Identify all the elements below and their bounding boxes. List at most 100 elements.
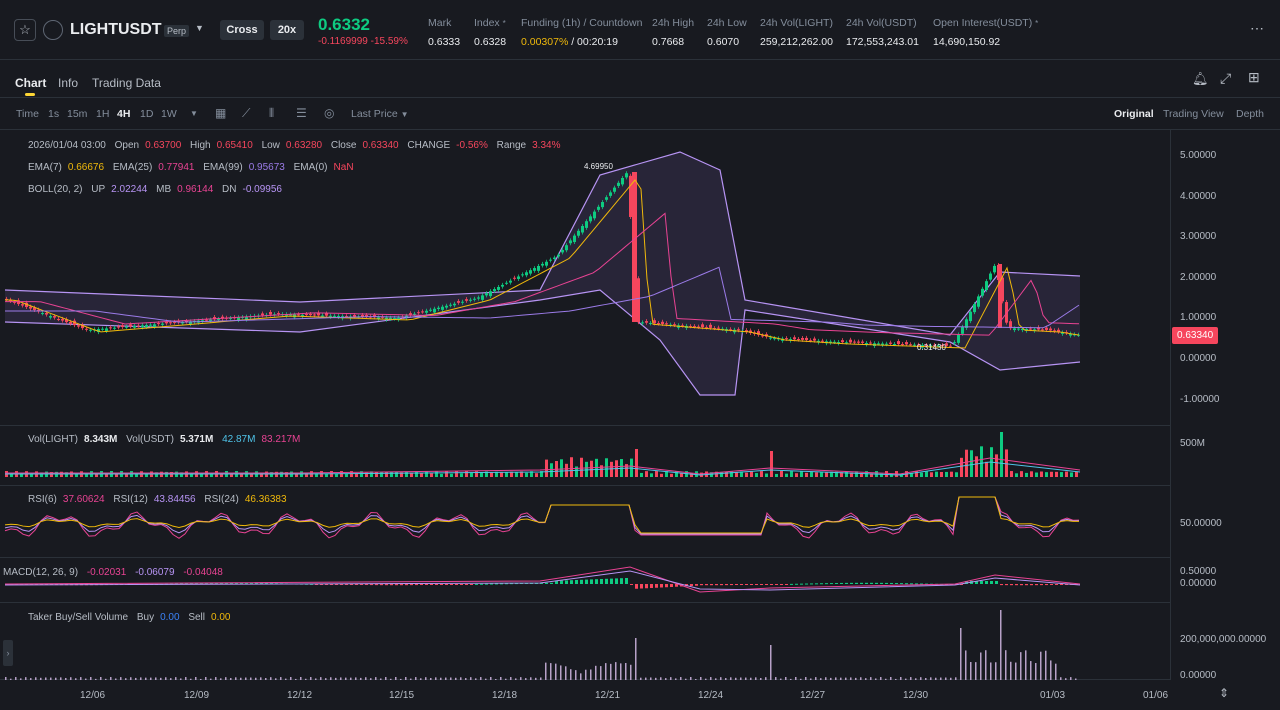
price-panel[interactable] — [0, 130, 1170, 426]
candle-body — [77, 325, 80, 327]
macd-histogram-bar — [555, 580, 558, 584]
taker-volume-bar — [120, 677, 122, 680]
macd-histogram-bar — [825, 583, 828, 585]
symbol-name[interactable]: LIGHTUSDT — [70, 21, 162, 38]
volume-bar — [600, 465, 603, 477]
volume-panel[interactable] — [0, 426, 1170, 486]
macd-histogram-bar — [440, 584, 443, 585]
leverage-button[interactable]: 20x — [270, 20, 304, 40]
taker-volume-bar — [270, 677, 272, 680]
target-icon[interactable]: ◎ — [324, 106, 335, 120]
volume-bar — [400, 472, 403, 477]
view-depth[interactable]: Depth — [1236, 108, 1265, 120]
volume-bar — [655, 471, 658, 477]
macd-histogram-bar — [225, 582, 228, 584]
collapse-arrow-icon[interactable]: › — [3, 640, 13, 666]
volume-bar — [1075, 471, 1078, 477]
volume-bar — [525, 472, 528, 477]
tab-chart[interactable]: Chart — [15, 76, 47, 90]
macd-histogram-bar — [575, 580, 578, 584]
macd-histogram-bar — [1035, 584, 1038, 586]
taker-volume-bar — [890, 677, 892, 680]
price-type-select[interactable]: Last Price ▼ — [351, 108, 409, 120]
candle-body — [85, 328, 88, 330]
symbol-dropdown-icon[interactable]: ▼ — [195, 23, 204, 33]
settings-sliders-icon[interactable]: ☰ — [296, 106, 307, 120]
macd-panel[interactable] — [0, 558, 1170, 603]
tab-info[interactable]: Info — [58, 76, 79, 90]
margin-mode-button[interactable]: Cross — [220, 20, 264, 40]
volume-bar — [505, 472, 508, 477]
interval-4h[interactable]: 4H — [117, 108, 131, 120]
taker-volume-bar — [735, 677, 737, 680]
taker-volume-bar — [845, 677, 847, 680]
volume-bar — [180, 472, 183, 477]
candle-body — [657, 323, 660, 325]
candle-body — [537, 265, 540, 271]
macd-histogram-bar — [390, 584, 393, 586]
candle-type-icon[interactable]: ⫴ — [269, 106, 275, 120]
candle-body — [521, 274, 524, 276]
candle-body — [917, 344, 920, 346]
date-tick: 12/12 — [287, 690, 313, 701]
taker-volume-bar — [355, 677, 357, 680]
volume-bar — [640, 472, 643, 477]
taker-volume-bar — [35, 677, 37, 680]
grid-layout-icon[interactable]: ⊞ — [1248, 69, 1260, 85]
candle-body — [1021, 328, 1024, 331]
taker-volume-bar — [720, 677, 722, 680]
taker-volume-bar — [730, 677, 732, 680]
macd-histogram-bar — [480, 583, 483, 585]
view-trading-view[interactable]: Trading View — [1163, 108, 1224, 120]
taker-volume-bar — [710, 677, 712, 680]
volume-bar — [915, 471, 918, 477]
taker-volume-bar — [415, 677, 417, 680]
view-original[interactable]: Original — [1114, 108, 1154, 120]
interval-15m[interactable]: 15m — [67, 108, 88, 120]
price-tick: 3.00000 — [1180, 231, 1217, 242]
interval-1w[interactable]: 1W — [161, 108, 177, 120]
expand-icon[interactable]: ⤢ — [1220, 70, 1232, 86]
candle-body — [829, 341, 832, 343]
macd-histogram-bar — [710, 584, 713, 586]
volume-bar — [535, 473, 538, 477]
rsi-panel[interactable] — [0, 486, 1170, 558]
volume-legend: Vol(LIGHT) 8.343M Vol(USDT) 5.371M 42.87M 8… — [28, 434, 301, 445]
indicator-icon[interactable]: ⟋ — [242, 106, 251, 120]
candle-body — [353, 314, 356, 317]
chart-canvas[interactable] — [0, 0, 1170, 690]
chart-tabs: Chart Info Trading Data 🔔︎ ⤢ ⊞ — [0, 62, 1280, 98]
candle-body — [797, 338, 800, 340]
scale-reset-icon[interactable]: ⇕ — [1219, 686, 1230, 700]
candle-body — [425, 310, 428, 313]
date-tick: 12/06 — [80, 690, 106, 701]
macd-histogram-bar — [400, 584, 403, 586]
stat-open-interest: Open Interest(USDT) * 14,690,150.92 — [933, 17, 1038, 48]
interval-1h[interactable]: 1H — [96, 108, 110, 120]
ellipsis-icon[interactable]: ⋯ — [1250, 20, 1264, 36]
taker-volume-bar — [80, 677, 82, 680]
candle-body — [153, 324, 156, 327]
candle-body — [905, 342, 908, 345]
interval-1s[interactable]: 1s — [48, 108, 60, 120]
macd-histogram-bar — [505, 583, 508, 585]
candle-body — [913, 344, 916, 346]
candle-body — [129, 324, 132, 327]
interval-dropdown-icon[interactable]: ▼ — [190, 109, 198, 118]
price-tick: -1.00000 — [1180, 394, 1220, 405]
candle-body — [585, 221, 588, 228]
taker-volume-bar — [630, 664, 632, 680]
interval-1d[interactable]: 1D — [140, 108, 154, 120]
volume-bar — [440, 473, 443, 477]
macd-histogram-bar — [420, 584, 423, 586]
calendar-icon[interactable]: ▦ — [215, 106, 227, 120]
tab-trading-data[interactable]: Trading Data — [92, 76, 161, 90]
taker-volume-bar — [1005, 650, 1007, 680]
candle-body — [185, 321, 188, 323]
volume-bar — [415, 471, 418, 477]
favorite-star-icon[interactable]: ☆ — [14, 19, 36, 41]
volume-bar — [220, 473, 223, 477]
taker-volume-bar — [905, 678, 907, 680]
bell-icon[interactable]: 🔔︎ — [1192, 71, 1209, 86]
price-axis[interactable] — [1170, 130, 1280, 680]
